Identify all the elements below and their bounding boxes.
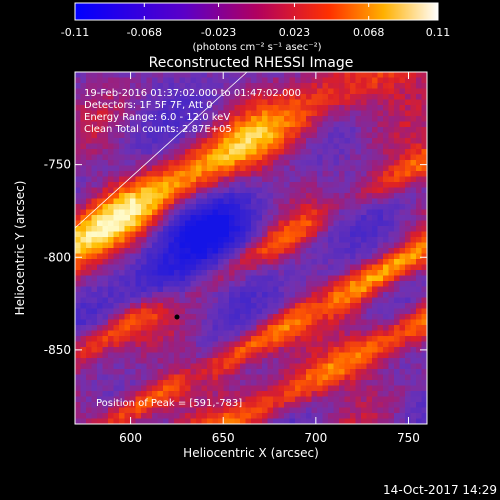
colorbar-tick-label: 0.023: [279, 26, 311, 39]
y-tick-label: -800: [44, 250, 71, 264]
colorbar-tick-label: 0.11: [426, 26, 451, 39]
peak-marker: [174, 314, 180, 320]
time-range-annotation: 19-Feb-2016 01:37:02.000 to 01:47:02.000: [84, 88, 301, 99]
x-tick-label: 650: [212, 431, 235, 445]
colorbar-tick-label: 0.068: [353, 26, 385, 39]
plot-frame: [74, 71, 428, 425]
x-axis-label: Heliocentric X (arcsec): [183, 446, 319, 460]
chart-title: Reconstructed RHESSI Image: [149, 55, 354, 71]
energy-range-annotation: Energy Range: 6.0 - 12.0 keV: [84, 112, 230, 123]
colorbar-tick-label: -0.068: [127, 26, 162, 39]
y-tick-label: -850: [44, 343, 71, 357]
y-tick-label: -750: [44, 158, 71, 172]
colorbar-unit-label: (photons cm⁻² s⁻¹ asec⁻²): [192, 42, 321, 53]
footer-timestamp: 14-Oct-2017 14:29: [383, 483, 497, 497]
x-tick-label: 750: [397, 431, 420, 445]
peak-position-annotation: Position of Peak = [591,-783]: [96, 398, 242, 409]
clean-counts-annotation: Clean Total counts: 2.87E+05: [84, 124, 232, 135]
colorbar: [74, 2, 439, 21]
x-axis: 600 650 700 750: [119, 72, 420, 445]
limb-line: [75, 72, 248, 229]
x-tick-label: 600: [119, 431, 142, 445]
x-tick-label: 700: [304, 431, 327, 445]
detectors-annotation: Detectors: 1F 5F 7F, Att 0: [84, 100, 212, 111]
colorbar-tick-label: -0.023: [201, 26, 236, 39]
colorbar-tick-label: -0.11: [61, 26, 89, 39]
y-axis-label: Heliocentric Y (arcsec): [13, 181, 27, 316]
heatmap-image: [75, 72, 427, 424]
y-axis: -750 -800 -850: [44, 158, 427, 357]
colorbar-ticks: -0.11 -0.068 -0.023 0.023 0.068 0.11: [61, 3, 450, 39]
